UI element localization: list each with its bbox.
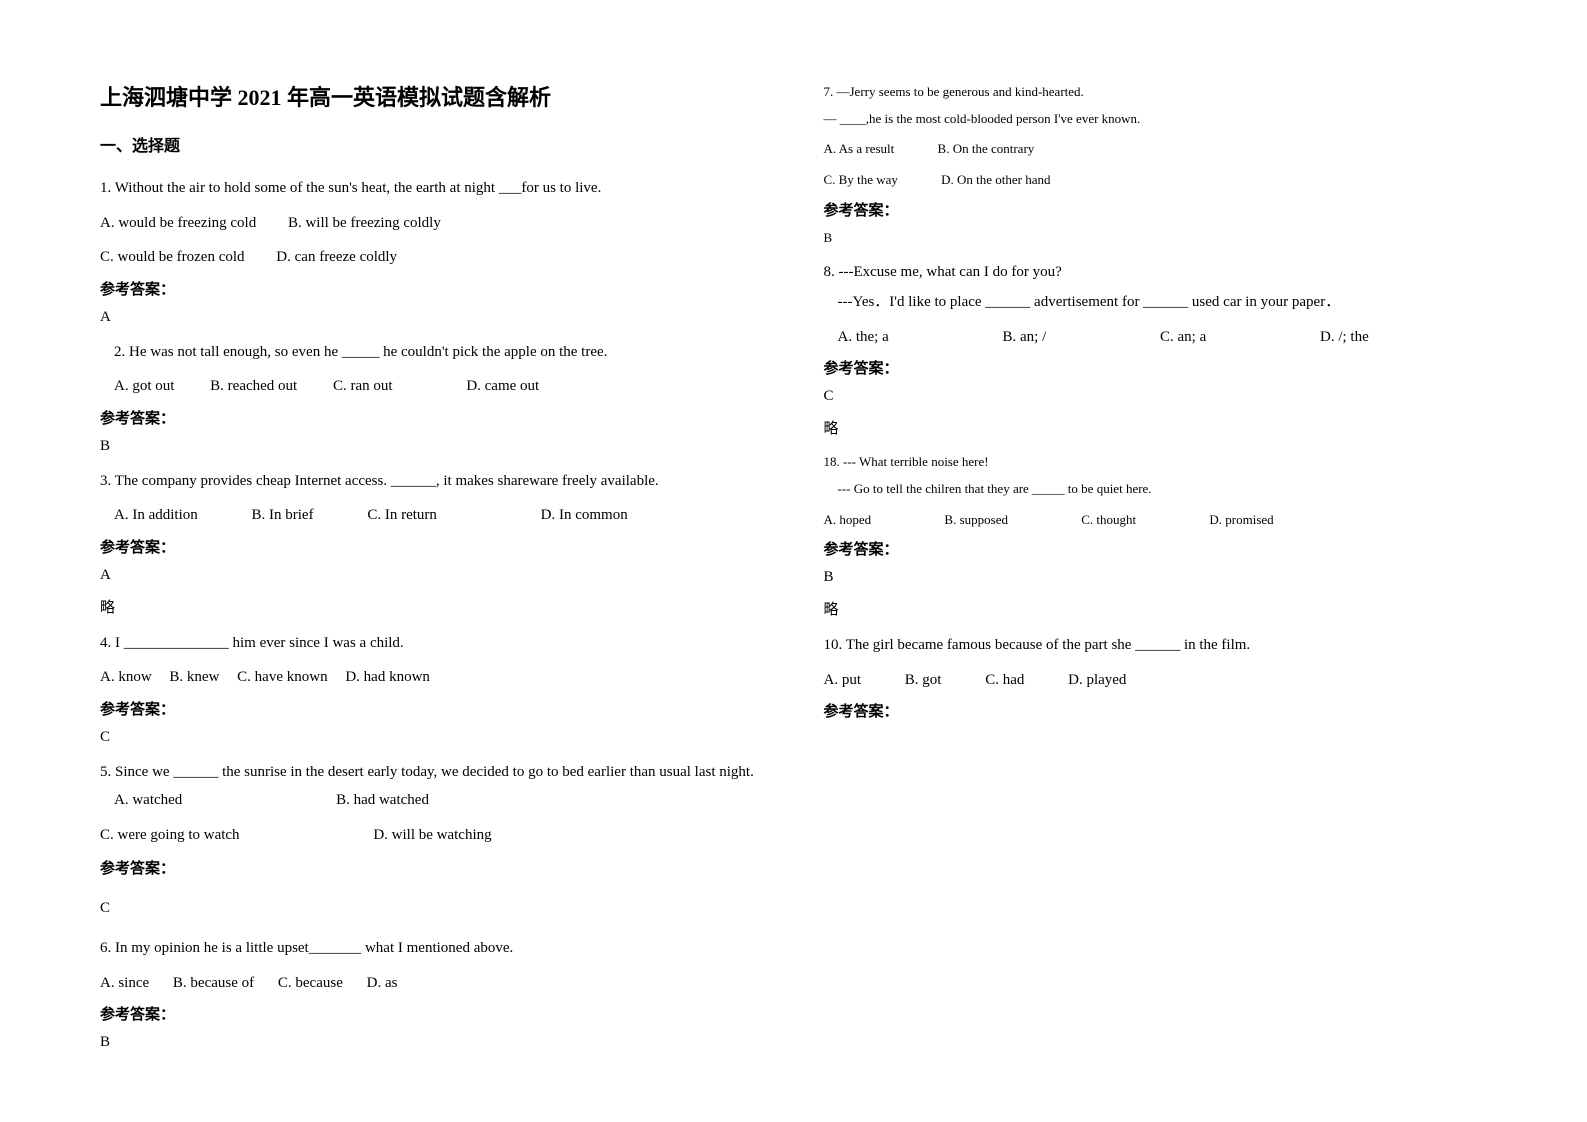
q10-opt-c: C. had: [985, 666, 1024, 695]
question-7-line1: 7. —Jerry seems to be generous and kind-…: [824, 80, 1488, 105]
answer-label: 参考答案：: [100, 1003, 764, 1024]
q1-opt-a: A. would be freezing cold: [100, 209, 256, 238]
section-heading: 一、选择题: [100, 132, 764, 156]
question-8-options: A. the; a B. an; / C. an; a D. /; the: [824, 323, 1488, 352]
q1-opt-c: C. would be frozen cold: [100, 243, 245, 272]
answer-label: 参考答案：: [100, 855, 764, 884]
q3-opt-d: D. In common: [541, 501, 628, 530]
q5-opt-c: C. were going to watch: [100, 821, 240, 850]
question-4: 4. I ______________ him ever since I was…: [100, 629, 764, 658]
question-8-line1: 8. ---Excuse me, what can I do for you?: [824, 258, 1488, 287]
question-7-options-row1: A. As a result B. On the contrary: [824, 137, 1488, 162]
q8-opt-c: C. an; a: [1160, 323, 1206, 352]
answer-label: 参考答案：: [824, 357, 1488, 378]
question-8-line2: ---Yes．I'd like to place ______ advertis…: [824, 288, 1488, 317]
q1-answer: A: [100, 309, 764, 326]
q8-opt-b: B. an; /: [1002, 323, 1046, 352]
q9-note: 略: [824, 598, 1488, 619]
q2-answer: B: [100, 438, 764, 455]
q9-answer: B: [824, 569, 1488, 586]
q4-opt-b: B. knew: [169, 663, 219, 692]
q5-opt-d: D. will be watching: [373, 821, 491, 850]
q6-opt-c: C. because: [278, 969, 343, 998]
question-10-options: A. put B. got C. had D. played: [824, 666, 1488, 695]
q2-opt-c: C. ran out: [333, 372, 393, 401]
question-1: 1. Without the air to hold some of the s…: [100, 174, 764, 203]
q7-answer: B: [824, 230, 1488, 246]
q5-text: 5. Since we ______ the sunrise in the de…: [100, 758, 764, 787]
q4-opt-a: A. know: [100, 663, 152, 692]
question-5-options-row1: A. watched B. had watched: [100, 786, 764, 815]
question-2: 2. He was not tall enough, so even he __…: [100, 338, 764, 367]
q1-opt-d: D. can freeze coldly: [276, 243, 397, 272]
q9-opt-b: B. supposed: [944, 508, 1008, 533]
q3-opt-a: A. In addition: [114, 501, 198, 530]
q8-note: 略: [824, 417, 1488, 438]
question-4-options: A. know B. knew C. have known D. had kno…: [100, 663, 764, 692]
q7-opt-d: D. On the other hand: [941, 168, 1050, 193]
question-5: 5. Since we ______ the sunrise in the de…: [100, 758, 764, 923]
q10-opt-b: B. got: [905, 666, 942, 695]
q8-opt-d: D. /; the: [1320, 323, 1369, 352]
page-title: 上海泗塘中学 2021 年高一英语模拟试题含解析: [100, 80, 764, 112]
q8-opt-a: A. the; a: [838, 323, 889, 352]
q5-opt-b: B. had watched: [336, 786, 429, 815]
q4-opt-c: C. have known: [237, 663, 327, 692]
q3-opt-c: C. In return: [367, 501, 437, 530]
question-10: 10. The girl became famous because of th…: [824, 631, 1488, 660]
q3-answer: A: [100, 567, 764, 584]
q10-opt-d: D. played: [1068, 666, 1126, 695]
question-3-options: A. In addition B. In brief C. In return …: [100, 501, 764, 530]
question-9-line2: --- Go to tell the chilren that they are…: [824, 477, 1488, 502]
q2-opt-a: A. got out: [114, 372, 174, 401]
q3-note: 略: [100, 596, 764, 617]
question-9-line1: 18. --- What terrible noise here!: [824, 450, 1488, 475]
answer-label: 参考答案：: [100, 407, 764, 428]
question-3: 3. The company provides cheap Internet a…: [100, 467, 764, 496]
q1-opt-b: B. will be freezing coldly: [288, 209, 441, 238]
q4-opt-d: D. had known: [345, 663, 430, 692]
q8-answer: C: [824, 388, 1488, 405]
answer-label: 参考答案：: [100, 278, 764, 299]
q2-opt-b: B. reached out: [210, 372, 297, 401]
question-9-options: A. hoped B. supposed C. thought D. promi…: [824, 508, 1488, 533]
q7-opt-a: A. As a result: [824, 137, 895, 162]
question-7-options-row2: C. By the way D. On the other hand: [824, 168, 1488, 193]
question-1-options-row2: C. would be frozen cold D. can freeze co…: [100, 243, 764, 272]
q4-answer: C: [100, 729, 764, 746]
question-7-line2: — ____,he is the most cold-blooded perso…: [824, 107, 1488, 132]
q7-opt-b: B. On the contrary: [938, 137, 1035, 162]
answer-label: 参考答案：: [824, 538, 1488, 559]
answer-label: 参考答案：: [824, 700, 1488, 721]
answer-label: 参考答案：: [824, 199, 1488, 220]
question-1-options-row1: A. would be freezing cold B. will be fre…: [100, 209, 764, 238]
question-2-options: A. got out B. reached out C. ran out D. …: [100, 372, 764, 401]
question-5-options-row2: C. were going to watch D. will be watchi…: [100, 821, 764, 850]
q7-opt-c: C. By the way: [824, 168, 898, 193]
q5-opt-a: A. watched: [114, 786, 182, 815]
question-6: 6. In my opinion he is a little upset___…: [100, 934, 764, 963]
q6-answer: B: [100, 1034, 764, 1051]
q3-opt-b: B. In brief: [252, 501, 314, 530]
answer-label: 参考答案：: [100, 536, 764, 557]
q6-opt-d: D. as: [367, 969, 398, 998]
q6-opt-b: B. because of: [173, 969, 254, 998]
q9-opt-c: C. thought: [1081, 508, 1136, 533]
q2-opt-d: D. came out: [466, 372, 539, 401]
q9-opt-a: A. hoped: [824, 508, 872, 533]
q5-answer: C: [100, 894, 764, 923]
question-6-options: A. since B. because of C. because D. as: [100, 969, 764, 998]
answer-label: 参考答案：: [100, 698, 764, 719]
q6-opt-a: A. since: [100, 969, 149, 998]
q10-opt-a: A. put: [824, 666, 862, 695]
q9-opt-d: D. promised: [1209, 508, 1273, 533]
